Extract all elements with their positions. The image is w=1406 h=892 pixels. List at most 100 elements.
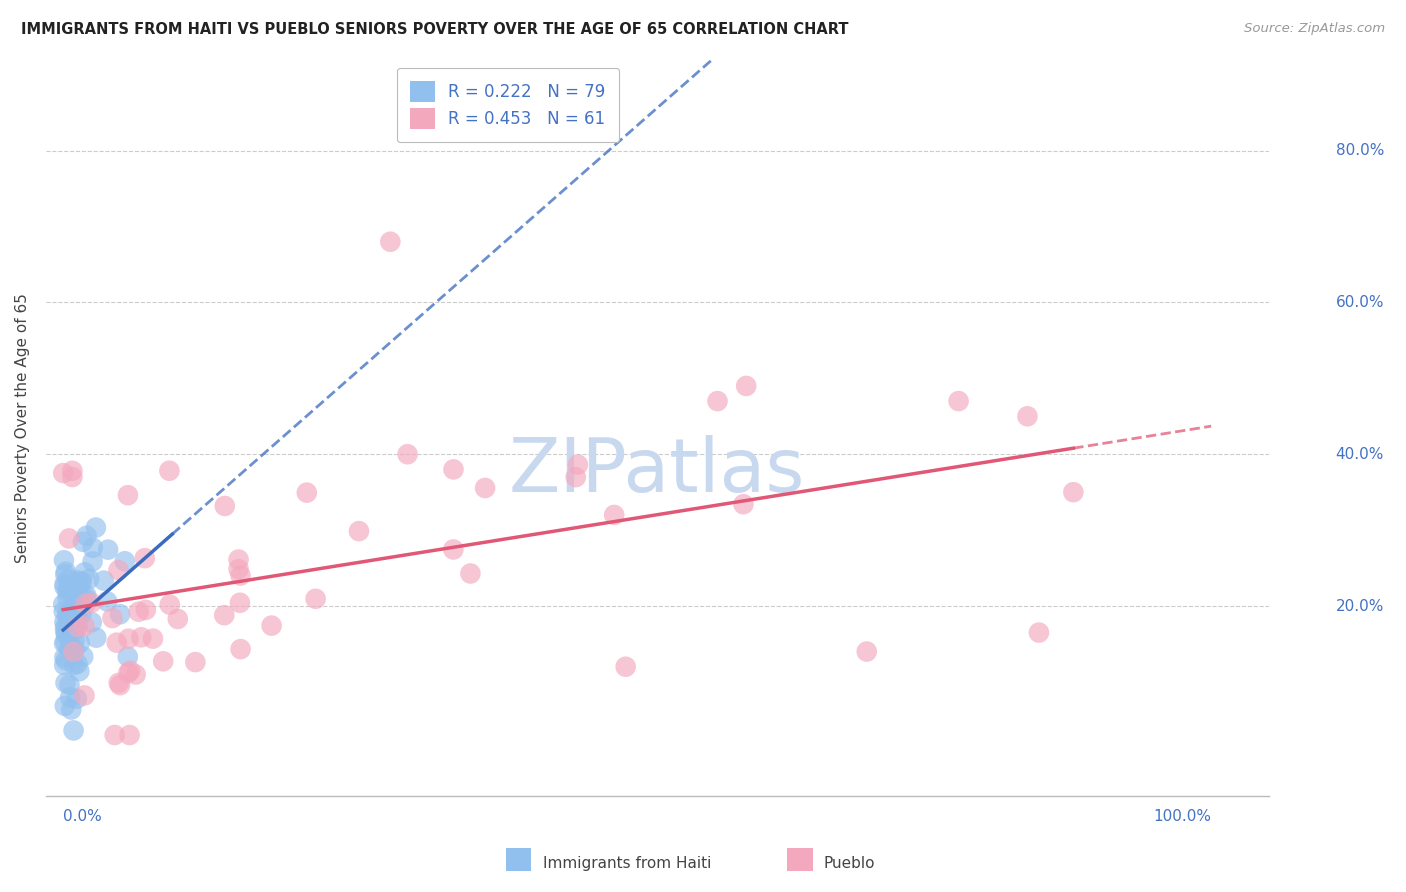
Point — [59, 607, 82, 622]
Point — [69, 636, 91, 650]
Text: Source: ZipAtlas.com: Source: ZipAtlas.com — [1244, 22, 1385, 36]
Point — [948, 394, 970, 409]
Point — [128, 605, 150, 619]
Point — [53, 567, 76, 582]
Point — [304, 591, 326, 606]
Point — [77, 572, 100, 586]
Point — [84, 631, 107, 645]
Point — [460, 566, 482, 581]
Point — [59, 617, 82, 632]
Point — [53, 623, 76, 637]
Point — [63, 624, 86, 638]
Point — [69, 574, 91, 589]
Point — [135, 603, 157, 617]
Point — [66, 620, 89, 634]
Point — [82, 541, 104, 555]
Point — [96, 594, 118, 608]
Point — [66, 620, 89, 634]
Point — [1062, 485, 1084, 500]
Point — [80, 615, 103, 630]
Point — [73, 689, 96, 703]
Point — [62, 580, 84, 594]
Point — [58, 678, 80, 692]
Point — [159, 598, 181, 612]
Point — [52, 597, 75, 611]
Point — [120, 664, 142, 678]
Point — [73, 566, 96, 580]
Point — [260, 618, 283, 632]
Point — [105, 635, 128, 649]
Point — [65, 617, 87, 632]
Point — [56, 607, 79, 622]
Point — [58, 642, 80, 657]
Point — [55, 627, 77, 641]
Point — [1017, 409, 1039, 424]
Point — [80, 596, 103, 610]
Point — [73, 619, 96, 633]
Text: Immigrants from Haiti: Immigrants from Haiti — [543, 856, 711, 871]
Text: 100.0%: 100.0% — [1153, 809, 1211, 824]
Point — [66, 574, 89, 588]
Point — [166, 612, 188, 626]
Point — [125, 667, 148, 681]
Point — [60, 464, 83, 478]
Point — [214, 499, 236, 513]
Point — [70, 574, 93, 589]
Point — [58, 573, 80, 587]
Point — [564, 470, 586, 484]
Point — [104, 728, 127, 742]
Point — [107, 563, 129, 577]
Point — [55, 635, 77, 649]
Point — [295, 485, 318, 500]
Point — [76, 529, 98, 543]
Point — [52, 466, 75, 480]
Legend: R = 0.222   N = 79, R = 0.453   N = 61: R = 0.222 N = 79, R = 0.453 N = 61 — [396, 68, 619, 142]
Point — [84, 520, 107, 534]
Y-axis label: Seniors Poverty Over the Age of 65: Seniors Poverty Over the Age of 65 — [15, 293, 30, 563]
Point — [441, 542, 464, 557]
Text: 0.0%: 0.0% — [63, 809, 103, 824]
Point — [53, 636, 76, 650]
Point — [53, 650, 76, 665]
Point — [735, 379, 758, 393]
Text: IMMIGRANTS FROM HAITI VS PUEBLO SENIORS POVERTY OVER THE AGE OF 65 CORRELATION C: IMMIGRANTS FROM HAITI VS PUEBLO SENIORS … — [21, 22, 849, 37]
Point — [55, 653, 77, 667]
Point — [118, 728, 141, 742]
Point — [134, 551, 156, 566]
Point — [614, 659, 637, 673]
Point — [229, 568, 252, 582]
Point — [66, 691, 89, 706]
Point — [114, 554, 136, 568]
Point — [58, 615, 80, 629]
Point — [58, 532, 80, 546]
Text: Pueblo: Pueblo — [824, 856, 876, 871]
Point — [66, 657, 89, 671]
Point — [59, 604, 82, 618]
Point — [72, 649, 94, 664]
Point — [82, 554, 104, 568]
Point — [72, 534, 94, 549]
Text: 40.0%: 40.0% — [1336, 447, 1384, 462]
Point — [63, 658, 86, 673]
Point — [229, 596, 252, 610]
Text: 20.0%: 20.0% — [1336, 599, 1384, 614]
Point — [108, 678, 131, 692]
Point — [228, 562, 250, 576]
Point — [70, 607, 93, 622]
Point — [60, 642, 83, 657]
Text: ZIPatlas: ZIPatlas — [509, 435, 806, 508]
Point — [67, 610, 90, 624]
Point — [108, 607, 131, 622]
Point — [567, 458, 589, 472]
Point — [107, 676, 129, 690]
Point — [52, 605, 75, 619]
Point — [63, 642, 86, 657]
Point — [58, 582, 80, 597]
Point — [59, 690, 82, 705]
Point — [75, 591, 97, 606]
Point — [56, 584, 79, 599]
Point — [228, 552, 250, 566]
Point — [59, 613, 82, 627]
Point — [60, 602, 83, 616]
Point — [67, 578, 90, 592]
